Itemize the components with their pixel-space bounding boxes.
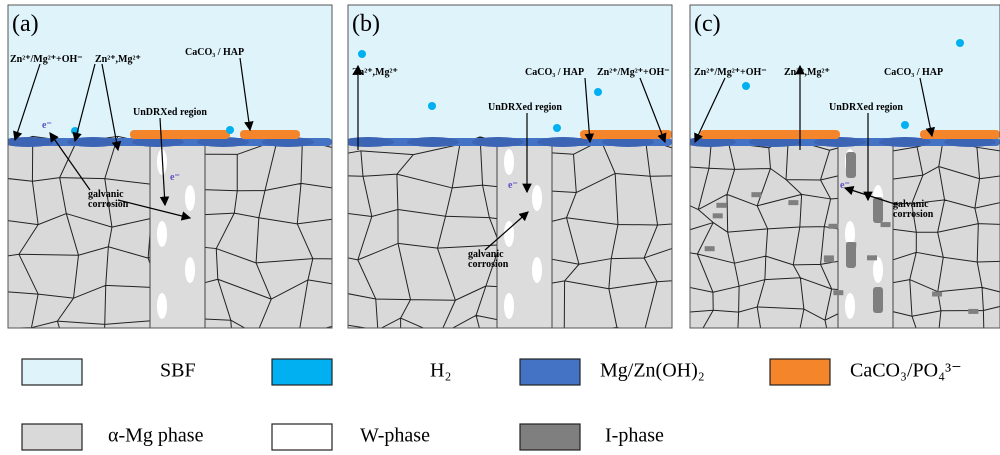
i-phase xyxy=(867,255,877,260)
legend-swatch xyxy=(272,424,332,450)
legend-swatch xyxy=(22,359,82,385)
annotation: corrosion xyxy=(893,209,934,220)
h2-bubble xyxy=(901,121,909,129)
i-phase xyxy=(751,192,761,197)
legend-swatch xyxy=(520,359,580,385)
i-phase xyxy=(713,213,723,218)
h2-bubble xyxy=(226,126,234,134)
i-phase xyxy=(873,287,883,313)
legend-swatch xyxy=(22,424,82,450)
annotation: Zn²⁺,Mg²⁺ xyxy=(95,54,141,65)
legend-swatch xyxy=(520,424,580,450)
i-phase xyxy=(824,255,834,260)
annotation: Zn²⁺/Mg²⁺+OH⁻ xyxy=(10,54,83,65)
annotation: e⁻ xyxy=(840,180,850,191)
annotation: Zn²⁺,Mg²⁺ xyxy=(352,67,398,78)
h2-bubble xyxy=(428,102,436,110)
h2-bubble xyxy=(553,124,561,132)
legend-label: I-phase xyxy=(605,425,664,447)
i-phase xyxy=(968,309,978,314)
sbf xyxy=(8,5,332,142)
w-phase xyxy=(504,293,514,319)
w-phase xyxy=(157,293,167,319)
i-phase xyxy=(846,152,856,178)
i-phase xyxy=(828,224,838,229)
panel-body xyxy=(323,5,739,407)
panel: (a) Zn²⁺/Mg²⁺+OH⁻ Zn²⁺,Mg²⁺ CaCO₃ / HAP UnDR… xyxy=(0,5,400,407)
annotation: UnDRXed region xyxy=(133,107,207,118)
annotation: CaCO₃ / HAP xyxy=(185,47,244,58)
i-phase xyxy=(833,290,843,295)
i-phase xyxy=(881,222,891,227)
carbonate-layer xyxy=(130,130,230,139)
hydroxide-blob xyxy=(472,137,524,147)
hydroxide-blob xyxy=(2,137,54,147)
h2-bubble xyxy=(742,82,750,90)
annotation: corrosion xyxy=(468,259,509,270)
panel-body xyxy=(0,5,400,407)
annotation: Zn²⁺/Mg²⁺+OH⁻ xyxy=(694,67,767,78)
hydroxide-blob xyxy=(342,137,394,147)
legend-swatch xyxy=(770,359,830,385)
legend-label: α-Mg phase xyxy=(108,425,204,447)
w-phase xyxy=(532,185,542,211)
annotation: UnDRXed region xyxy=(829,102,903,113)
h2-bubble xyxy=(956,39,964,47)
legend-label: SBF xyxy=(160,360,196,382)
panel-label: (a) xyxy=(12,11,39,37)
hydroxide-blob xyxy=(537,137,589,147)
legend-label: CaCO₃/PO₄³⁻ xyxy=(850,360,962,382)
panel: (c) Zn²⁺/Mg²⁺+OH⁻ Zn²⁺,Mg²⁺ CaCO₃ / HAP UnDR… xyxy=(678,5,1000,378)
h2-bubble xyxy=(594,88,602,96)
i-phase xyxy=(705,246,715,251)
carbonate-layer xyxy=(240,130,300,139)
panel-label: (b) xyxy=(352,11,380,37)
h2-bubble xyxy=(358,50,366,58)
panel-body xyxy=(678,5,1000,378)
annotation: e⁻ xyxy=(42,120,52,131)
w-phase xyxy=(873,257,883,283)
w-phase xyxy=(532,257,542,283)
i-phase xyxy=(846,242,856,247)
annotation: CaCO₃ / HAP xyxy=(884,67,943,78)
legend-swatch xyxy=(272,359,332,385)
panel: (b) Zn²⁺,Mg²⁺ CaCO₃ / HAP Zn²⁺/Mg²⁺+OH⁻ UnDR… xyxy=(323,5,739,407)
legend-label: H₂ xyxy=(430,360,451,382)
panel-label: (c) xyxy=(694,11,721,37)
carbonate-layer xyxy=(700,130,840,139)
carbonate-layer xyxy=(580,130,672,139)
annotation: Zn²⁺,Mg²⁺ xyxy=(784,67,830,78)
annotation: e⁻ xyxy=(170,172,180,183)
w-phase xyxy=(845,293,855,319)
i-phase xyxy=(716,203,726,208)
w-phase xyxy=(504,149,514,175)
w-phase xyxy=(157,221,167,247)
i-phase xyxy=(788,200,798,205)
annotation: Zn²⁺/Mg²⁺+OH⁻ xyxy=(597,67,670,78)
annotation: CaCO₃ / HAP xyxy=(525,67,584,78)
figure: (a) Zn²⁺/Mg²⁺+OH⁻ Zn²⁺,Mg²⁺ CaCO₃ / HAP UnDR… xyxy=(0,0,1000,455)
i-phase xyxy=(873,197,883,223)
annotation: e⁻ xyxy=(508,180,518,191)
i-phase xyxy=(932,292,942,297)
w-phase xyxy=(185,185,195,211)
legend-label: Mg/Zn(OH)₂ xyxy=(600,360,705,382)
w-phase xyxy=(185,257,195,283)
annotation: corrosion xyxy=(88,199,129,210)
legend-label: W-phase xyxy=(360,425,430,447)
annotation: UnDRXed region xyxy=(488,102,562,113)
hydroxide-blob xyxy=(67,137,119,147)
hydroxide-blob xyxy=(407,137,459,147)
